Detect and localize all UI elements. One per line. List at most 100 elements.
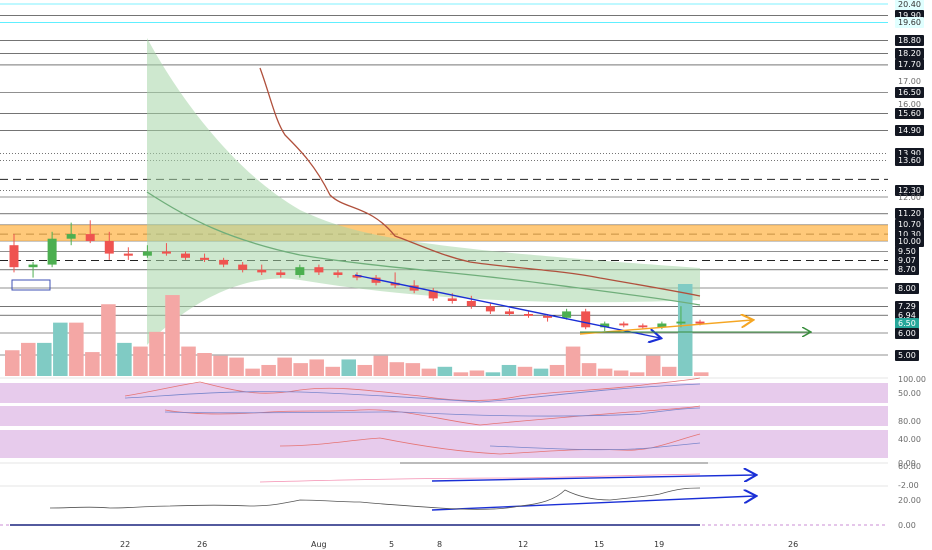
candle-body — [619, 323, 629, 326]
volume-bar — [293, 363, 308, 376]
indicator-tick-label: 0.00 — [898, 458, 916, 468]
candlesticks[interactable] — [9, 220, 705, 332]
volume-bars — [5, 284, 709, 376]
volume-bar — [453, 372, 469, 376]
blue-indicator-trend-1 — [431, 475, 755, 481]
indicator-3-bg — [0, 430, 888, 458]
x-tick-label: 26 — [788, 540, 799, 549]
volume-bar — [517, 366, 533, 376]
candle-body — [352, 275, 362, 278]
candle-body — [142, 251, 152, 256]
candle-body — [276, 272, 286, 275]
highlight-box — [11, 279, 51, 291]
price-tick-label: 10.30 — [895, 228, 924, 240]
candle-body — [390, 282, 400, 286]
price-tick-label: 6.00 — [895, 327, 919, 339]
candle-body — [466, 301, 476, 307]
candle-body — [485, 306, 495, 312]
volume-bar — [229, 357, 244, 376]
candle-body — [66, 234, 76, 239]
ma-red-line — [259, 67, 701, 297]
price-tick-label: 16.50 — [895, 87, 924, 98]
x-tick-label: 15 — [594, 540, 605, 549]
volume-bar — [357, 364, 373, 376]
volume-bar — [181, 346, 196, 376]
volume-bar — [101, 304, 116, 376]
candle-body — [409, 285, 419, 291]
candle-body — [676, 321, 686, 324]
trend-lines — [354, 274, 810, 511]
price-tick-label: 16.00 — [898, 99, 921, 109]
candle-body — [504, 311, 514, 314]
price-tick-label: 19.90 — [895, 9, 924, 21]
candle-body — [28, 264, 38, 268]
oscillator-lines — [10, 377, 708, 526]
x-tick-label: 5 — [389, 540, 395, 549]
candle-body — [47, 238, 57, 265]
candle-body — [123, 253, 133, 256]
price-tick-label: 7.29 — [895, 300, 919, 312]
volume-bar — [469, 370, 485, 376]
osc-1-red — [124, 377, 701, 401]
x-tick-label: 12 — [518, 540, 529, 549]
volume-bar — [197, 353, 212, 376]
price-tick-label: 12.00 — [898, 192, 921, 202]
price-tick-label: 6.94 — [895, 309, 919, 321]
volume-bar — [501, 364, 517, 376]
volume-bar — [117, 342, 132, 376]
candle-body — [85, 234, 95, 241]
indicator-tick-label: 0.00 — [898, 520, 916, 530]
price-tick-label: 10.70 — [895, 219, 924, 231]
volume-bar — [37, 342, 52, 376]
volume-bar — [261, 364, 276, 376]
volume-bar — [325, 366, 340, 376]
volume-bar — [597, 368, 613, 376]
candle-body — [295, 267, 305, 275]
volume-bar — [149, 331, 164, 376]
candle-body — [219, 259, 229, 265]
volume-bar — [53, 322, 68, 376]
volume-bar — [309, 359, 324, 376]
volume-bar — [661, 366, 677, 376]
price-tick-label: 12.30 — [895, 184, 924, 196]
price-tick-label: 15.60 — [895, 108, 924, 120]
price-tick-label: 11.20 — [895, 208, 924, 220]
volume-bar — [69, 322, 84, 376]
moving-averages — [146, 67, 701, 306]
osc-3-blue — [489, 442, 701, 451]
x-tick-label: 26 — [197, 540, 208, 549]
candle-body — [657, 323, 667, 328]
indicator-1-bg — [0, 383, 888, 403]
volume-bar — [85, 352, 100, 376]
osc-1-blue — [124, 383, 701, 403]
price-tick-label: 18.20 — [895, 48, 924, 60]
volume-bar — [277, 357, 292, 376]
volume-bar — [645, 355, 661, 376]
price-tick-label: 8.00 — [895, 282, 919, 294]
osc-3-red — [279, 433, 701, 455]
indicator-tick-label: 100.00 — [898, 374, 926, 384]
candle-body — [161, 251, 171, 254]
volume-bar — [533, 368, 549, 376]
volume-bar — [405, 363, 421, 376]
candle-body — [333, 272, 343, 275]
candle-body — [200, 257, 210, 260]
candle-body — [181, 253, 190, 258]
volume-bar — [677, 284, 693, 376]
indicator-6-line — [49, 487, 701, 510]
price-tick-label: 18.80 — [895, 34, 924, 46]
candle-body — [695, 321, 705, 324]
candle-body — [581, 311, 591, 328]
volume-bar — [581, 363, 597, 376]
price-tick-label: 13.60 — [895, 155, 924, 167]
volume-bar — [165, 295, 180, 376]
x-tick-label: 19 — [654, 540, 665, 549]
volume-bar — [21, 342, 36, 376]
indicator-2-bg — [0, 406, 888, 426]
indicator-tick-label: -2.00 — [898, 480, 919, 490]
candle-body — [543, 315, 553, 318]
candle-body — [9, 245, 19, 268]
volume-bar — [133, 346, 148, 376]
candle-body — [257, 269, 267, 273]
